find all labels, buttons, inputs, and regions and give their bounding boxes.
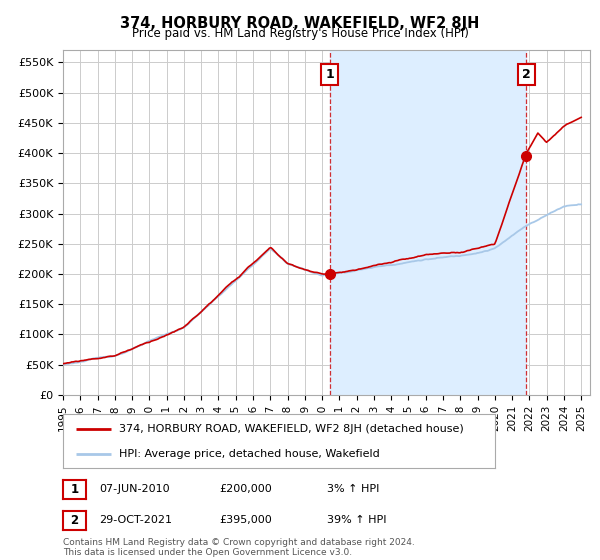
Text: 3% ↑ HPI: 3% ↑ HPI	[327, 484, 379, 494]
Text: £200,000: £200,000	[219, 484, 272, 494]
Bar	[329, 50, 526, 395]
Text: 1: 1	[70, 483, 79, 496]
Text: HPI: Average price, detached house, Wakefield: HPI: Average price, detached house, Wake…	[119, 449, 380, 459]
Text: 07-JUN-2010: 07-JUN-2010	[99, 484, 170, 494]
Text: 29-OCT-2021: 29-OCT-2021	[99, 515, 172, 525]
Text: 39% ↑ HPI: 39% ↑ HPI	[327, 515, 386, 525]
Text: 2: 2	[522, 68, 531, 81]
Text: 2: 2	[70, 514, 79, 527]
Text: 1: 1	[325, 68, 334, 81]
Text: Contains HM Land Registry data © Crown copyright and database right 2024.
This d: Contains HM Land Registry data © Crown c…	[63, 538, 415, 557]
Text: 374, HORBURY ROAD, WAKEFIELD, WF2 8JH: 374, HORBURY ROAD, WAKEFIELD, WF2 8JH	[121, 16, 479, 31]
Text: £395,000: £395,000	[219, 515, 272, 525]
Text: 374, HORBURY ROAD, WAKEFIELD, WF2 8JH (detached house): 374, HORBURY ROAD, WAKEFIELD, WF2 8JH (d…	[119, 424, 464, 435]
Text: Price paid vs. HM Land Registry's House Price Index (HPI): Price paid vs. HM Land Registry's House …	[131, 27, 469, 40]
